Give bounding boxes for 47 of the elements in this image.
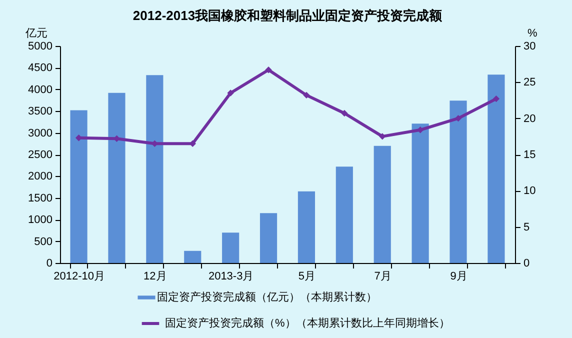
x-tick-label: 12月 [144,270,167,282]
y-tick-label: 0 [46,258,52,270]
y2-tick-label: 25 [524,76,536,89]
y-tick-label: 3500 [28,106,52,118]
x-tick-label: 5月 [298,270,316,282]
y2-tick-label: 5 [524,221,530,234]
x-tick-label: 7月 [374,270,392,282]
bar [184,250,202,263]
bar [108,92,126,263]
bar [374,146,391,263]
bar [146,75,164,263]
point [454,114,462,122]
chart-title: 2012-2013我国橡胶和塑料制品业固定资产投资完成额 [132,8,444,23]
point [265,66,272,74]
bar [298,191,316,263]
bar [222,232,240,263]
y2-tick-label: 20 [524,112,536,125]
y-tick-label: 4000 [28,84,52,96]
y-tick-label: 4500 [28,62,52,74]
y-tick-label: 1000 [28,214,52,226]
y-tick-label: 2500 [28,149,52,161]
x-tick-label: 2013-3月 [208,270,254,282]
y-tick-label: 3000 [28,127,52,140]
bar [260,213,278,263]
point [303,92,310,99]
y2-tick-label: 10 [524,185,536,198]
bar [412,124,429,263]
point [227,90,234,96]
y-tick-label: 500 [34,236,52,248]
bar [70,110,88,263]
y2-axis-title: % [528,28,538,40]
point [341,110,348,117]
y-axis-title: 亿元 [24,28,48,40]
point [492,95,500,102]
bar [450,100,467,263]
legend-label: 固定资产投资完成额（%）（本期累计数比上年同期增长） [165,316,450,330]
legend-label: 固定资产投资完成额（亿元）（本期累计数） [157,290,377,304]
y2-tick-label: 0 [524,258,530,270]
bar [488,74,505,263]
y-tick-label: 1500 [28,192,52,204]
y-tick-label: 5000 [28,40,52,52]
y-tick-label: 2000 [28,170,52,183]
bar [336,166,353,263]
x-tick-label: 9月 [450,270,468,282]
y2-tick-label: 15 [524,149,536,161]
x-tick-label: 2012-10月 [54,270,105,282]
y2-tick-label: 30 [524,40,536,52]
